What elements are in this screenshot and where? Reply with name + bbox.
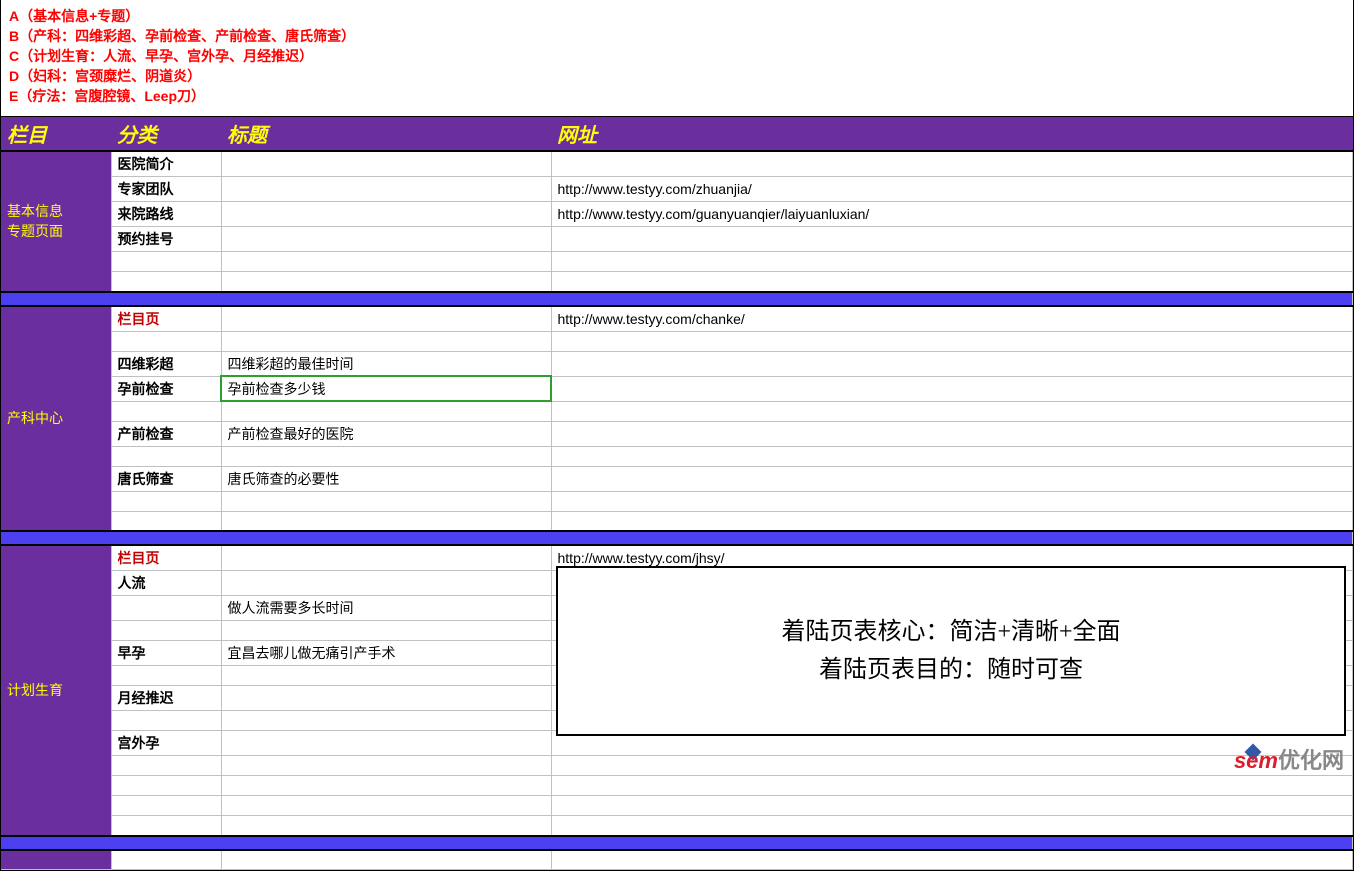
cell-fenlei[interactable]: 专家团队 bbox=[111, 177, 221, 202]
table-row[interactable]: 产科中心 栏目页 http://www.testyy.com/chanke/ bbox=[1, 306, 1353, 332]
table-row[interactable] bbox=[1, 252, 1353, 272]
table-row[interactable] bbox=[1, 756, 1353, 776]
cell-url[interactable]: http://www.testyy.com/chanke/ bbox=[551, 306, 1353, 332]
callout-line1: 着陆页表核心：简洁+清晰+全面 bbox=[781, 613, 1120, 651]
cell-url[interactable]: http://www.testyy.com/zhuanjia/ bbox=[551, 177, 1353, 202]
watermark-part1: sem bbox=[1234, 748, 1278, 773]
legend-block: A（基本信息+专题） B（产科：四维彩超、孕前检查、产前检查、唐氏筛查） C（计… bbox=[1, 0, 1353, 117]
cell-fenlei[interactable]: 唐氏筛查 bbox=[111, 466, 221, 491]
legend-line-a: A（基本信息+专题） bbox=[9, 6, 1345, 26]
cell-url[interactable] bbox=[551, 466, 1353, 491]
cell-title[interactable] bbox=[221, 227, 551, 252]
cell-url[interactable] bbox=[551, 351, 1353, 376]
spreadsheet-page: A（基本信息+专题） B（产科：四维彩超、孕前检查、产前检查、唐氏筛查） C（计… bbox=[0, 0, 1354, 871]
legend-line-d: D（妇科：宫颈糜烂、阴道炎） bbox=[9, 66, 1345, 86]
cell-url[interactable] bbox=[551, 227, 1353, 252]
section1-label: 基本信息专题页面 bbox=[1, 151, 111, 292]
cell-url[interactable] bbox=[551, 376, 1353, 401]
cell-title[interactable] bbox=[221, 151, 551, 177]
table-row[interactable] bbox=[1, 401, 1353, 421]
cell-title[interactable] bbox=[221, 202, 551, 227]
cell-fenlei[interactable]: 栏目页 bbox=[111, 306, 221, 332]
table-row[interactable]: 唐氏筛查 唐氏筛查的必要性 bbox=[1, 466, 1353, 491]
header-fenlei: 分类 bbox=[111, 117, 221, 151]
table-row[interactable] bbox=[1, 446, 1353, 466]
cell-url[interactable] bbox=[551, 421, 1353, 446]
cell-fenlei[interactable]: 栏目页 bbox=[111, 545, 221, 571]
table-row[interactable]: 孕前检查 孕前检查多少钱 bbox=[1, 376, 1353, 401]
legend-line-c: C（计划生育：人流、早孕、宫外孕、月经推迟） bbox=[9, 46, 1345, 66]
legend-line-e: E（疗法：宫腹腔镜、Leep刀） bbox=[9, 86, 1345, 106]
cell-fenlei[interactable]: 宫外孕 bbox=[111, 731, 221, 756]
table-row[interactable]: 基本信息专题页面 医院简介 bbox=[1, 151, 1353, 177]
table-row[interactable] bbox=[1, 776, 1353, 796]
cell-fenlei[interactable]: 月经推迟 bbox=[111, 686, 221, 711]
table-row[interactable] bbox=[1, 796, 1353, 816]
cell-title[interactable] bbox=[221, 571, 551, 596]
separator-row bbox=[1, 292, 1353, 306]
cell-fenlei[interactable]: 孕前检查 bbox=[111, 376, 221, 401]
watermark-text: sem优化网 bbox=[1234, 743, 1344, 775]
table-row[interactable] bbox=[1, 511, 1353, 531]
section3-label: 计划生育 bbox=[1, 545, 111, 836]
table-row[interactable] bbox=[1, 331, 1353, 351]
separator-row bbox=[1, 836, 1353, 850]
selected-cell[interactable]: 孕前检查多少钱 bbox=[221, 376, 551, 401]
section2-label: 产科中心 bbox=[1, 306, 111, 532]
legend-line-b: B（产科：四维彩超、孕前检查、产前检查、唐氏筛查） bbox=[9, 26, 1345, 46]
main-table[interactable]: 栏目 分类 标题 网址 基本信息专题页面 医院简介 专家团队 http://ww… bbox=[1, 117, 1353, 870]
table-row[interactable]: 预约挂号 bbox=[1, 227, 1353, 252]
table-row[interactable]: 专家团队 http://www.testyy.com/zhuanjia/ bbox=[1, 177, 1353, 202]
watermark-part2: 优化网 bbox=[1278, 748, 1344, 773]
separator-row bbox=[1, 531, 1353, 545]
header-lanmu: 栏目 bbox=[1, 117, 111, 151]
callout-box: 着陆页表核心：简洁+清晰+全面 着陆页表目的：随时可查 bbox=[556, 566, 1346, 736]
cell-title[interactable]: 四维彩超的最佳时间 bbox=[221, 351, 551, 376]
cell-title[interactable]: 唐氏筛查的必要性 bbox=[221, 466, 551, 491]
cell-url[interactable]: http://www.testyy.com/guanyuanqier/laiyu… bbox=[551, 202, 1353, 227]
table-row[interactable] bbox=[1, 816, 1353, 836]
cell-title[interactable] bbox=[221, 177, 551, 202]
cell-fenlei[interactable]: 早孕 bbox=[111, 641, 221, 666]
cell-title[interactable] bbox=[221, 545, 551, 571]
cell-fenlei[interactable]: 医院简介 bbox=[111, 151, 221, 177]
header-title: 标题 bbox=[221, 117, 551, 151]
cell-title[interactable] bbox=[221, 731, 551, 756]
table-row[interactable]: 产前检查 产前检查最好的医院 bbox=[1, 421, 1353, 446]
cell-title[interactable]: 做人流需要多长时间 bbox=[221, 596, 551, 621]
cell-fenlei[interactable]: 人流 bbox=[111, 571, 221, 596]
cell-fenlei[interactable]: 产前检查 bbox=[111, 421, 221, 446]
table-row[interactable]: 四维彩超 四维彩超的最佳时间 bbox=[1, 351, 1353, 376]
cell-url[interactable] bbox=[551, 151, 1353, 177]
cell-title[interactable] bbox=[221, 686, 551, 711]
cell-title[interactable] bbox=[221, 306, 551, 332]
table-row[interactable]: 来院路线 http://www.testyy.com/guanyuanqier/… bbox=[1, 202, 1353, 227]
cell-fenlei[interactable]: 预约挂号 bbox=[111, 227, 221, 252]
header-url: 网址 bbox=[551, 117, 1353, 151]
table-row[interactable] bbox=[1, 850, 1353, 870]
cell-title[interactable]: 产前检查最好的医院 bbox=[221, 421, 551, 446]
callout-line2: 着陆页表目的：随时可查 bbox=[819, 651, 1083, 689]
cell-fenlei[interactable]: 四维彩超 bbox=[111, 351, 221, 376]
cell-title[interactable]: 宜昌去哪儿做无痛引产手术 bbox=[221, 641, 551, 666]
table-row[interactable] bbox=[1, 272, 1353, 292]
cell-fenlei[interactable]: 来院路线 bbox=[111, 202, 221, 227]
table-row[interactable] bbox=[1, 491, 1353, 511]
column-header-row: 栏目 分类 标题 网址 bbox=[1, 117, 1353, 151]
